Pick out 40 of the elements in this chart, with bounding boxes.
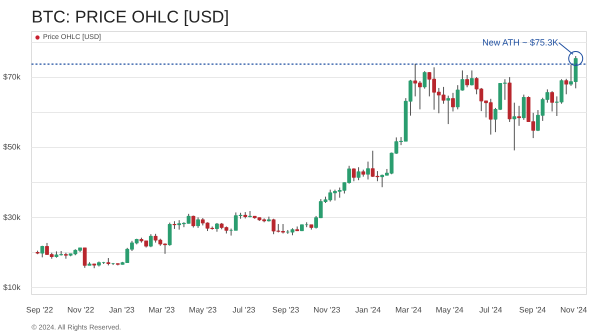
chart-title: BTC: PRICE OHLC [USD] [32,8,229,26]
candlestick [82,247,87,268]
candlestick [148,234,153,248]
x-tick-label: Mar '24 [395,306,422,314]
candlestick [172,220,176,230]
candlestick [356,166,360,181]
y-tick-label: $50k [3,142,22,152]
candlestick [446,95,450,125]
candlestick [470,70,474,86]
y-tick-label: $70k [3,72,22,82]
x-tick-label: Sep '24 [519,306,547,314]
x-tick-label: Nov '22 [67,306,95,314]
x-tick-label: Sep '22 [26,306,54,314]
candlestick [512,102,516,151]
x-tick-label: Mar '23 [148,306,176,314]
x-tick-label: May '24 [436,306,464,314]
x-tick-label: Jan '24 [355,306,382,314]
x-tick-label: May '23 [188,306,218,314]
candlestick [366,161,370,180]
candlestick [517,105,521,126]
y-tick-label: $10k [3,282,22,292]
candlestick [191,215,196,228]
candlestick [564,78,568,95]
y-tick-label: $30k [3,212,22,222]
candlestick [352,168,356,182]
candlestick [522,94,526,120]
candlestick [196,216,200,228]
candlestick [451,92,455,112]
candlestick [465,74,470,88]
x-tick-label: Jul '23 [232,306,256,314]
x-tick-label: Sep '23 [272,306,300,314]
candlestick [168,222,172,246]
annotation: New ATH ~ $75.3K [482,38,558,48]
x-tick-label: Nov '23 [313,306,341,314]
x-tick-label: Jul '24 [479,306,503,314]
x-tick-label: Nov '24 [560,306,588,314]
candlestick [272,218,276,235]
x-tick-label: Jan '23 [109,306,136,314]
candlestick [422,70,427,90]
candlestick [550,90,554,112]
